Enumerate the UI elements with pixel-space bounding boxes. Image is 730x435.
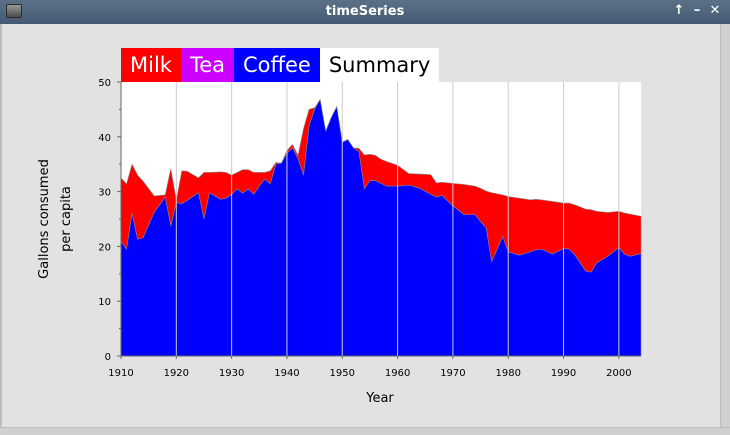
- legend-milk: Milk: [121, 48, 181, 82]
- window-title: timeSeries: [325, 4, 405, 19]
- x-tick-label-1980: 1980: [496, 368, 521, 379]
- x-tick-label-2000: 2000: [606, 368, 631, 379]
- y-tick-label-30: 30: [98, 188, 111, 199]
- window-frame-right[interactable]: [720, 24, 730, 435]
- y-tick-label-10: 10: [98, 297, 111, 308]
- x-tick-label-1910: 1910: [108, 368, 133, 379]
- maximize-icon[interactable]: ↑: [673, 3, 685, 18]
- y-axis-label-line-1: Gallons consumed: [37, 159, 52, 279]
- y-tick-label-20: 20: [98, 242, 111, 253]
- title-bar[interactable]: timeSeries ↑ – ✕: [0, 0, 730, 24]
- x-tick-label-1930: 1930: [219, 368, 244, 379]
- y-tick-label-50: 50: [98, 78, 111, 89]
- x-tick-label-1920: 1920: [164, 368, 189, 379]
- minimize-icon[interactable]: –: [693, 3, 701, 18]
- x-tick-label-1960: 1960: [385, 368, 410, 379]
- close-icon[interactable]: ✕: [709, 3, 721, 18]
- y-tick-label-0: 0: [105, 352, 111, 363]
- x-tick-label-1970: 1970: [440, 368, 465, 379]
- legend: Milk Tea Coffee Summary: [121, 48, 440, 82]
- app-icon[interactable]: [6, 4, 22, 18]
- legend-coffee: Coffee: [234, 48, 320, 82]
- legend-tea: Tea: [180, 48, 235, 82]
- x-tick-label-1950: 1950: [330, 368, 355, 379]
- window-frame-left: [0, 24, 2, 435]
- y-tick-label-40: 40: [98, 133, 111, 144]
- legend-summary: Summary: [319, 48, 440, 82]
- x-tick-label-1990: 1990: [551, 368, 576, 379]
- x-tick-label-1940: 1940: [274, 368, 299, 379]
- y-axis-label-line-2: per capita: [59, 186, 74, 252]
- x-axis-label: Year: [365, 391, 394, 406]
- window-frame-bottom[interactable]: [0, 427, 730, 435]
